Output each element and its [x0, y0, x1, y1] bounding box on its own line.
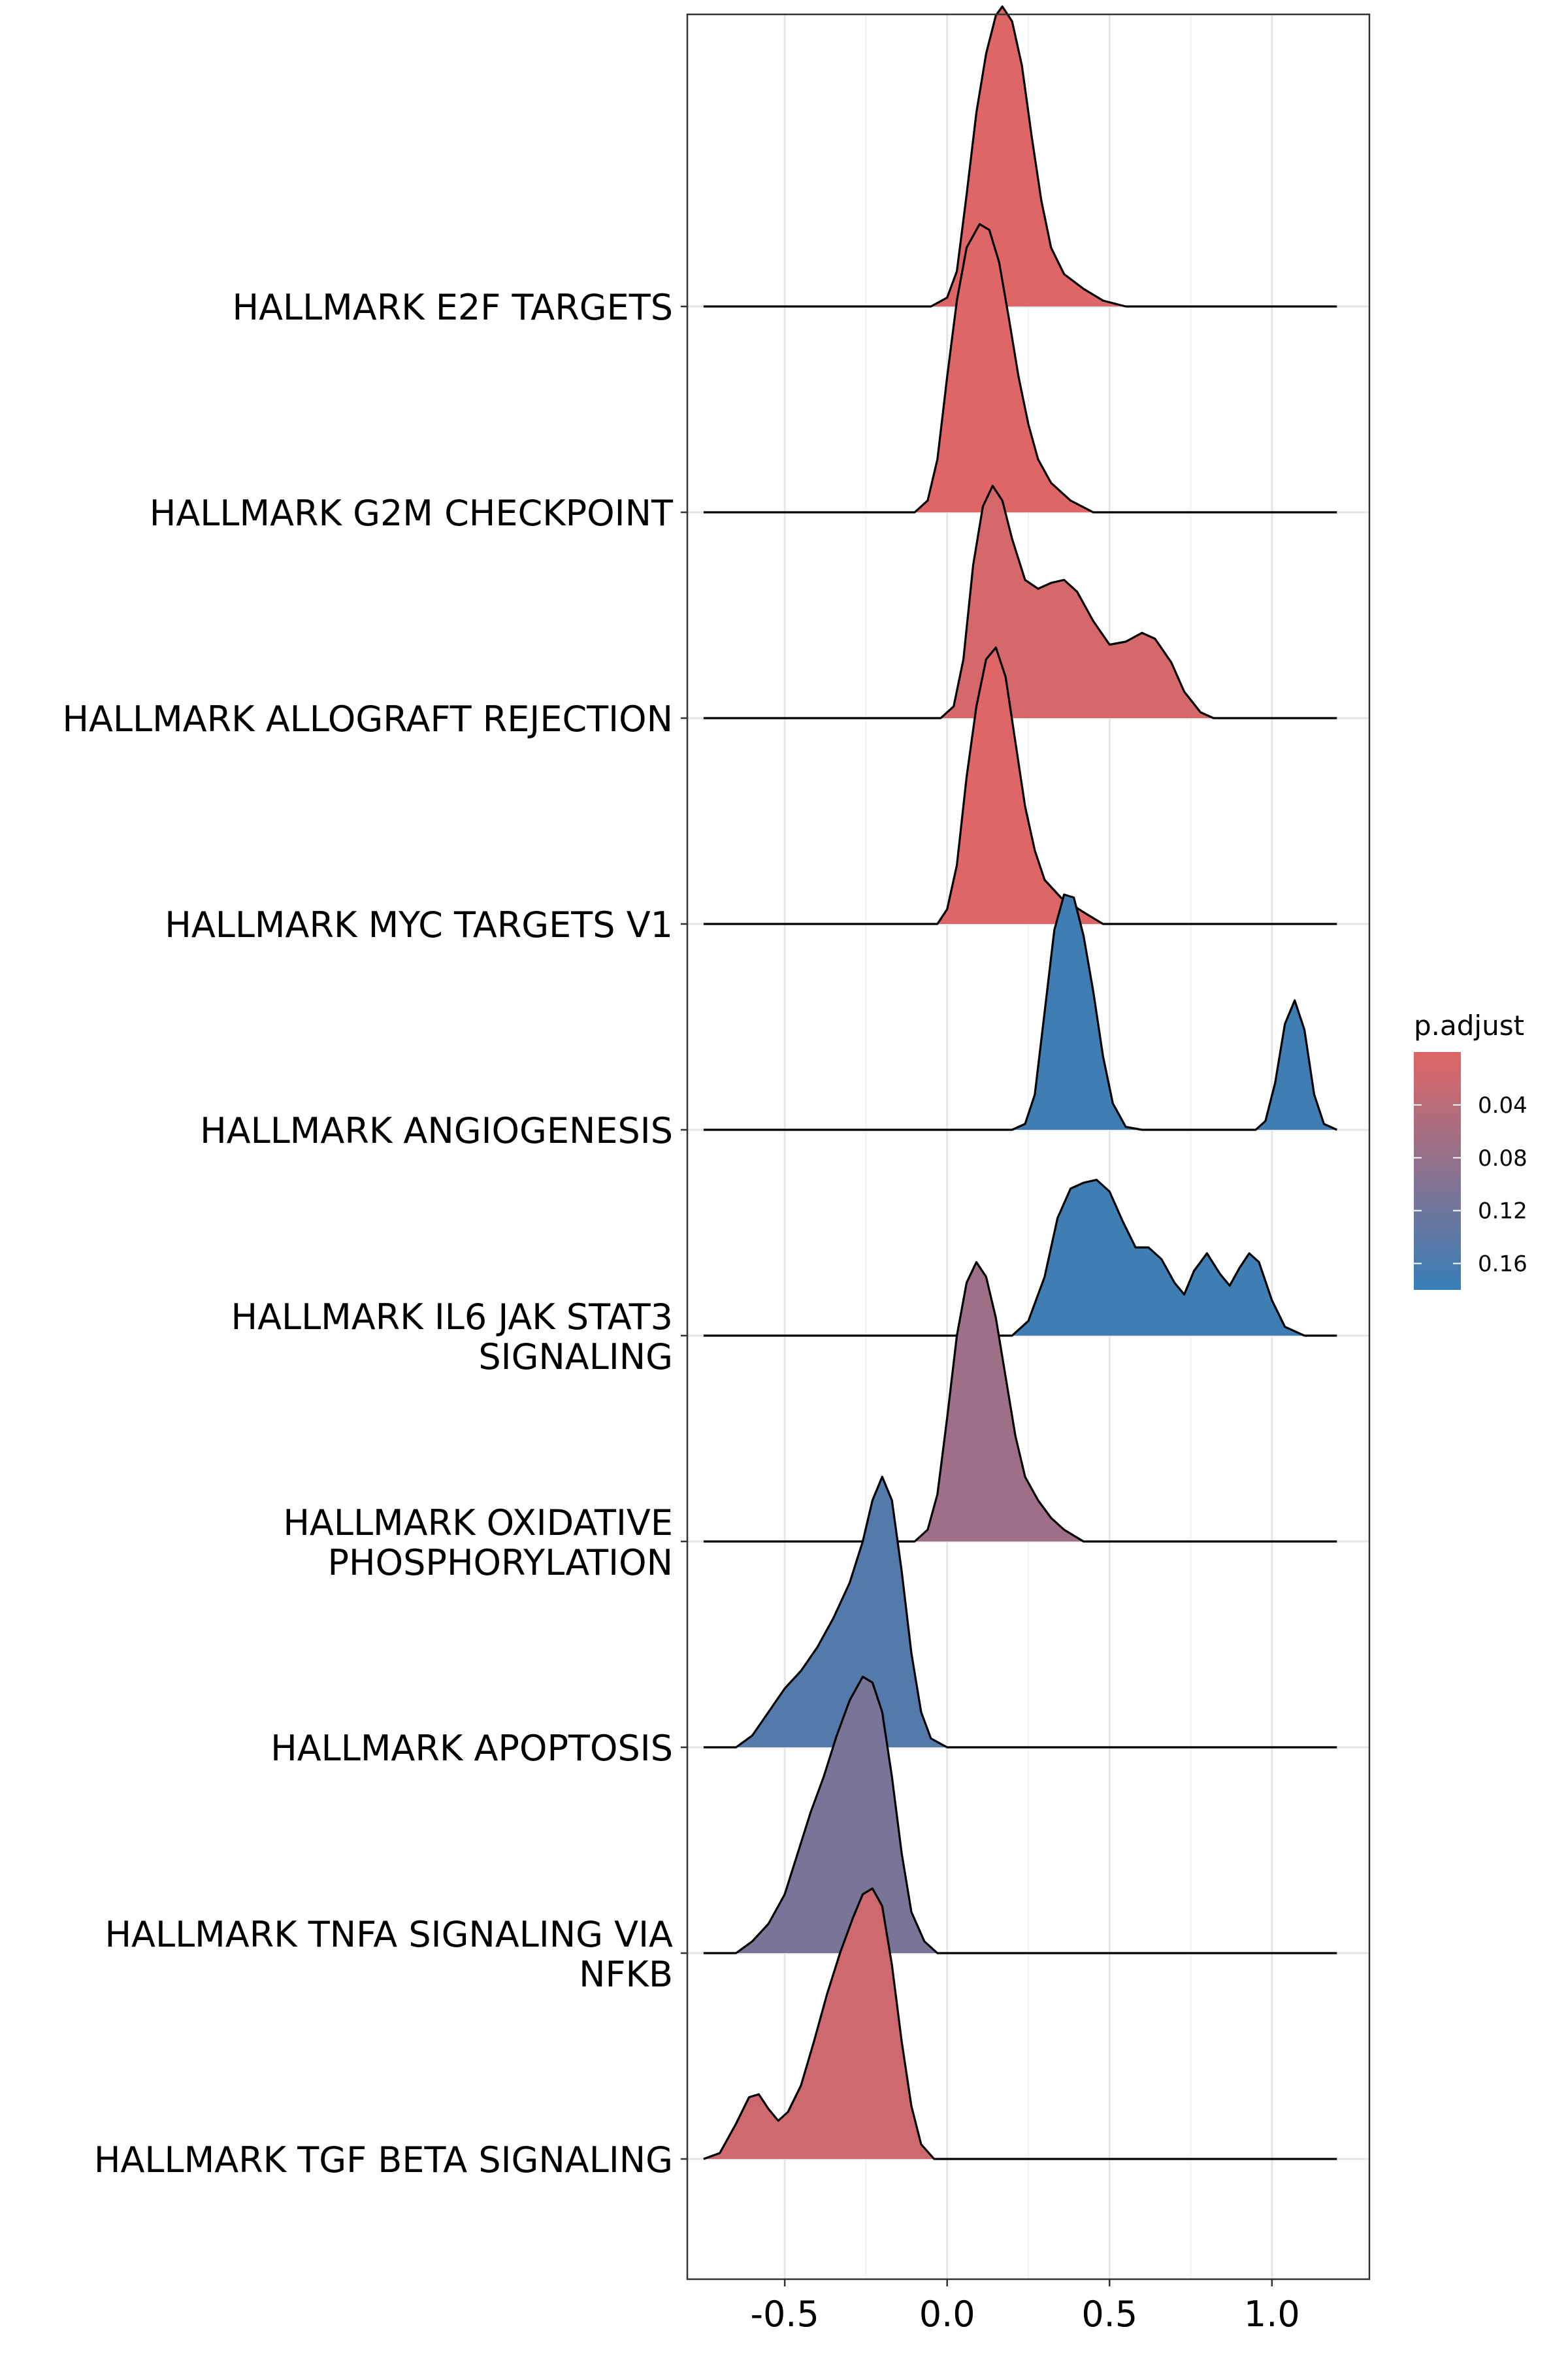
y-tick-label: HALLMARK IL6 JAK STAT3: [231, 1296, 673, 1338]
ridge-fill: [703, 1179, 1337, 1336]
legend-tick-label: 0.16: [1478, 1251, 1527, 1277]
ridge-outline: [703, 223, 1337, 514]
legend-tick-label: 0.04: [1478, 1093, 1527, 1119]
legend-tick-label: 0.12: [1478, 1198, 1527, 1225]
ridge-fill: [703, 895, 1337, 1130]
legend-tick-label: 0.08: [1478, 1145, 1527, 1172]
y-tick-label: HALLMARK G2M CHECKPOINT: [150, 493, 674, 534]
ridge-outline: [703, 893, 1337, 1131]
y-tick-label: SIGNALING: [478, 1336, 673, 1377]
y-tick-label: HALLMARK ANGIOGENESIS: [200, 1110, 673, 1151]
ridge-2: [703, 223, 1337, 514]
ridge-outline: [703, 5, 1337, 308]
x-axis: -0.5 0.0 0.5 1.0: [750, 2279, 1300, 2335]
ridge-outline: [703, 1887, 1337, 2160]
ridge-9: [703, 1675, 1337, 1954]
ridge-6: [703, 1178, 1337, 1337]
ridge-outline: [703, 1475, 1337, 1749]
y-tick-label: HALLMARK APOPTOSIS: [270, 1728, 673, 1769]
legend: p.adjust 0.04 0.08 0.12 0.16: [1414, 1010, 1527, 1290]
ridge-fill: [703, 648, 1337, 924]
x-tick-label: -0.5: [750, 2294, 819, 2335]
x-tick-label: 0.5: [1081, 2294, 1137, 2335]
ridge-outline: [703, 1178, 1337, 1337]
y-tick-label: NFKB: [579, 1954, 673, 1995]
x-tick-label: 0.0: [919, 2294, 975, 2335]
ridge-3: [703, 484, 1337, 719]
legend-colorbar: [1414, 1052, 1461, 1290]
y-tick-label: HALLMARK MYC TARGETS V1: [165, 904, 673, 946]
ridge-outline: [703, 1260, 1337, 1543]
ridge-fill: [703, 1262, 1337, 1541]
ridge-fill: [703, 224, 1337, 512]
y-tick-label: HALLMARK OXIDATIVE: [283, 1502, 673, 1543]
y-tick-label: HALLMARK E2F TARGETS: [232, 287, 673, 328]
ridge-fill: [703, 7, 1337, 306]
ridge-outline: [703, 1675, 1337, 1954]
ridge-1: [703, 5, 1337, 308]
y-tick-label: PHOSPHORYLATION: [327, 1542, 673, 1583]
ridge-7: [703, 1260, 1337, 1543]
ridge-10: [703, 1887, 1337, 2160]
y-tick-label: HALLMARK TGF BETA SIGNALING: [94, 2139, 673, 2181]
y-tick-label: HALLMARK TNFA SIGNALING VIA: [105, 1914, 673, 1955]
panel-border: [686, 13, 1371, 2281]
ridge-outline: [703, 484, 1337, 719]
ridge-fill: [703, 486, 1337, 718]
ridges: [703, 5, 1337, 2160]
legend-title: p.adjust: [1414, 1010, 1524, 1042]
y-axis: HALLMARK E2F TARGETS HALLMARK G2M CHECKPO…: [62, 287, 687, 2181]
x-tick-label: 1.0: [1244, 2294, 1300, 2335]
ridge-5: [703, 893, 1337, 1131]
y-tick-label: HALLMARK ALLOGRAFT REJECTION: [62, 699, 673, 740]
ridge-fill: [703, 1888, 1337, 2159]
ridge-fill: [703, 1677, 1337, 1953]
